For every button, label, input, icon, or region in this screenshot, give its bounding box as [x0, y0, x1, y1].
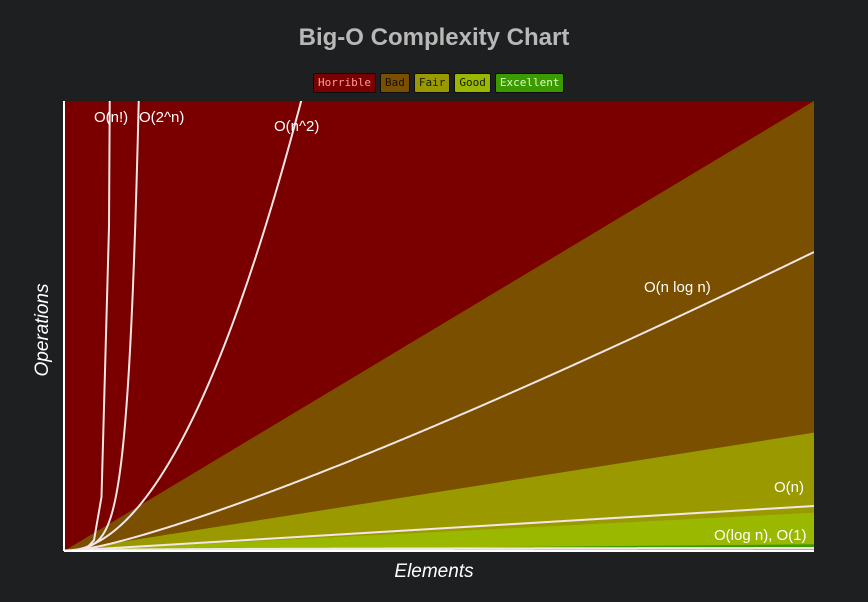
legend-fair: Fair: [413, 73, 451, 93]
axes: [63, 101, 814, 552]
curve-labels: O(n!) O(2^n) O(n^2) O(n log n) O(n) O(lo…: [94, 109, 807, 544]
legend-good: Good: [454, 73, 491, 93]
label-linear: O(n): [774, 479, 804, 496]
x-axis-title: Elements: [394, 561, 474, 582]
label-nlogn: O(n log n): [644, 279, 711, 296]
curve-quadratic: [64, 101, 303, 551]
legend-horrible: Horrible: [313, 73, 376, 93]
plot-regions: [64, 101, 814, 551]
legend-excellent: Excellent: [494, 73, 565, 93]
curve-linear: [64, 505, 814, 551]
legend-bad: Bad: [379, 73, 410, 93]
label-factorial: O(n!): [94, 109, 128, 126]
curve-nlogn: [64, 251, 814, 551]
y-axis-title: Operations: [32, 283, 53, 376]
region-bad: [64, 101, 814, 551]
chart-title: Big-O Complexity Chart: [298, 24, 570, 51]
label-quadratic: O(n^2): [274, 118, 319, 135]
curve-logarithmic: [64, 547, 814, 551]
legend: Horrible Bad Fair Good Excellent: [313, 73, 565, 93]
region-good: [64, 512, 814, 551]
label-exponential: O(2^n): [139, 109, 184, 126]
region-fair: [64, 432, 814, 551]
label-log-constant: O(log n), O(1): [714, 527, 807, 544]
